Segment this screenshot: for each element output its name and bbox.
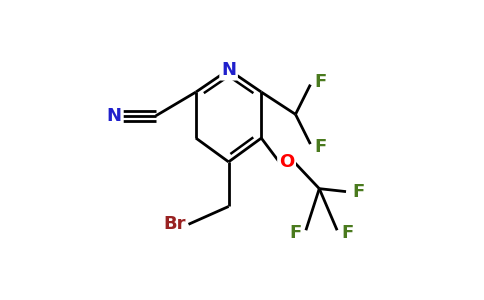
Text: O: O <box>279 153 294 171</box>
Text: F: F <box>315 138 327 156</box>
Text: N: N <box>106 107 121 125</box>
Text: F: F <box>289 224 302 242</box>
Text: F: F <box>342 224 354 242</box>
Text: F: F <box>352 183 364 201</box>
Text: F: F <box>315 73 327 91</box>
Text: Br: Br <box>163 215 185 233</box>
Text: N: N <box>221 61 236 79</box>
